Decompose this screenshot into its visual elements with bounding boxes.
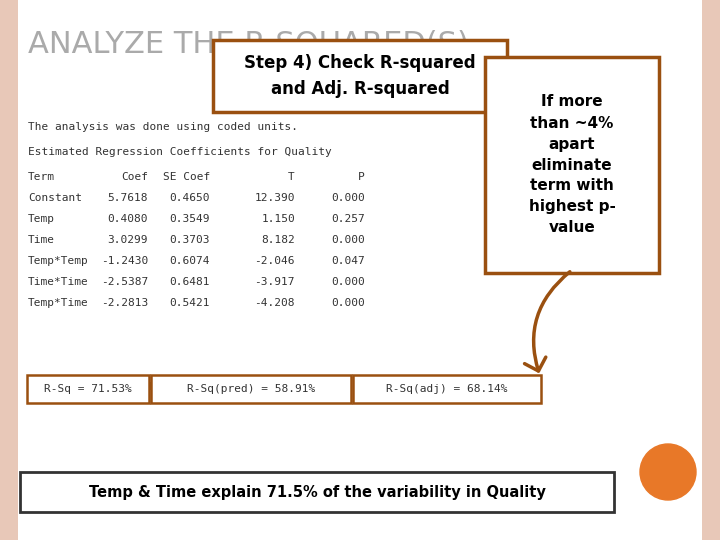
Circle shape [640,444,696,500]
Text: -3.917: -3.917 [254,277,295,287]
Text: 0.5421: 0.5421 [169,298,210,308]
Text: T: T [288,172,295,182]
FancyBboxPatch shape [20,472,614,512]
Text: 0.4650: 0.4650 [169,193,210,203]
FancyBboxPatch shape [485,57,659,273]
Text: 12.390: 12.390 [254,193,295,203]
Text: Term: Term [28,172,55,182]
Text: -2.2813: -2.2813 [101,298,148,308]
Text: R-Sq = 71.53%: R-Sq = 71.53% [44,384,132,394]
Text: 0.6481: 0.6481 [169,277,210,287]
Text: -4.208: -4.208 [254,298,295,308]
Text: Temp & Time explain 71.5% of the variability in Quality: Temp & Time explain 71.5% of the variabi… [89,484,546,500]
FancyBboxPatch shape [0,0,18,540]
FancyBboxPatch shape [353,375,541,403]
Text: S = 1.67961      PRESS = 170.967: S = 1.67961 PRESS = 170.967 [28,382,244,392]
FancyBboxPatch shape [27,375,149,403]
Text: 0.047: 0.047 [331,256,365,266]
Text: 0.000: 0.000 [331,193,365,203]
Text: Temp: Temp [28,214,55,224]
Text: Estimated Regression Coefficients for Quality: Estimated Regression Coefficients for Qu… [28,147,332,157]
Text: -1.2430: -1.2430 [101,256,148,266]
Text: R-Sq(pred) = 58.91%: R-Sq(pred) = 58.91% [187,384,315,394]
Text: 0.257: 0.257 [331,214,365,224]
Text: Temp*Time: Temp*Time [28,298,89,308]
Text: P: P [359,172,365,182]
Text: 5.7618: 5.7618 [107,193,148,203]
Text: 0.000: 0.000 [331,298,365,308]
Text: Step 4) Check R-squared
and Adj. R-squared: Step 4) Check R-squared and Adj. R-squar… [244,55,476,98]
Text: Time: Time [28,235,55,245]
FancyBboxPatch shape [18,0,702,540]
Text: Constant: Constant [28,193,82,203]
Text: Temp*Temp: Temp*Temp [28,256,89,266]
FancyArrowPatch shape [525,272,570,371]
Text: Time*Time: Time*Time [28,277,89,287]
Text: -2.046: -2.046 [254,256,295,266]
Text: 0.3549: 0.3549 [169,214,210,224]
FancyBboxPatch shape [702,0,720,540]
Text: If more
than ~4%
apart
eliminate
term with
highest p-
value: If more than ~4% apart eliminate term wi… [528,94,616,235]
Text: 0.000: 0.000 [331,277,365,287]
Text: 3.0299: 3.0299 [107,235,148,245]
Text: 0.000: 0.000 [331,235,365,245]
FancyBboxPatch shape [151,375,351,403]
FancyBboxPatch shape [213,40,507,112]
Text: 8.182: 8.182 [261,235,295,245]
Text: -2.5387: -2.5387 [101,277,148,287]
Text: SE Coef: SE Coef [163,172,210,182]
Text: R-Sq(adj) = 68.14%: R-Sq(adj) = 68.14% [386,384,508,394]
Text: 1.150: 1.150 [261,214,295,224]
Text: Coef: Coef [121,172,148,182]
Text: The analysis was done using coded units.: The analysis was done using coded units. [28,122,298,132]
Text: 0.3703: 0.3703 [169,235,210,245]
Text: 0.4080: 0.4080 [107,214,148,224]
Text: 0.6074: 0.6074 [169,256,210,266]
Text: ANALYZE THE R-SQUARED(S): ANALYZE THE R-SQUARED(S) [28,30,469,59]
